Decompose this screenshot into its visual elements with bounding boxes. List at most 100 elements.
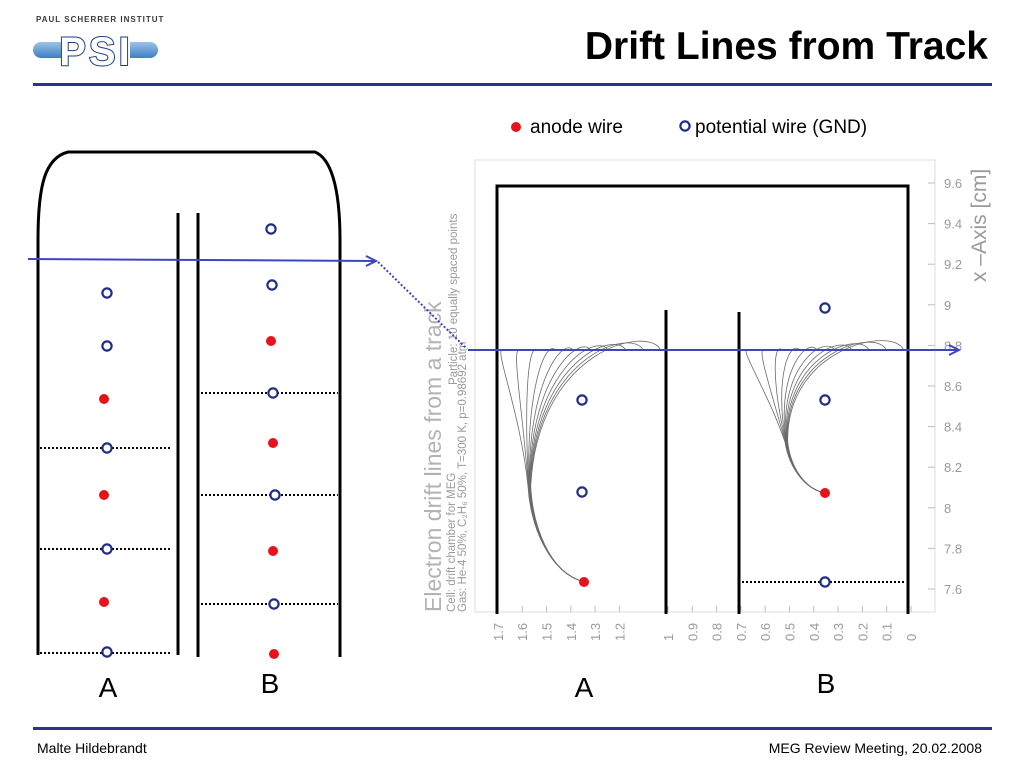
drift-line (529, 342, 644, 583)
y-tick-label: 9.4 (944, 217, 962, 232)
label-b-left: B (261, 668, 280, 699)
drift-line (761, 349, 826, 494)
drift-line (786, 343, 870, 494)
x-tick-label: 0 (904, 634, 919, 641)
logo-institute-name: PAUL SCHERRER INSTITUT (36, 15, 165, 24)
potential-wire-legend-icon (679, 120, 691, 132)
x-tick-label: 0.3 (831, 623, 846, 641)
footer-event: MEG Review Meeting, 20.02.2008 (768, 740, 982, 756)
plot-gas-note: Gas: He-4 50%, C₂H₆ 50%, T=300 K, p=0.98… (457, 342, 469, 612)
potential-wire (101, 442, 113, 454)
anode-wire (99, 394, 109, 404)
x-tick-label: 1.2 (612, 623, 627, 641)
x-tick-label: 1.5 (540, 623, 555, 641)
anode-wire (99, 597, 109, 607)
x-tick-label: 1.4 (564, 623, 579, 641)
x-tick-label: 0.8 (710, 623, 725, 641)
drift-lines-cell-b (745, 340, 905, 494)
y-tick-label: 8.6 (944, 379, 962, 394)
footer-author: Malte Hildebrandt (37, 740, 147, 756)
arrowhead-icon (948, 344, 962, 356)
drift-lines-cell-a (500, 340, 661, 583)
anode-wire (268, 546, 278, 556)
label-b-right: B (817, 668, 836, 699)
logo-letter-field (62, 36, 130, 64)
legend-anode-label: anode wire (530, 117, 623, 138)
anode-wire (820, 488, 830, 498)
drift-line (786, 341, 887, 494)
chamber-outline (36, 150, 342, 657)
drift-line (528, 348, 585, 583)
y-axis-ticks: 9.6 9.4 9.2 9 8.8 8.6 8.4 8.2 8 7.8 7.6 (928, 176, 962, 597)
anode-wire-legend-icon (511, 122, 521, 132)
x-tick-label: 0.6 (758, 623, 773, 641)
x-tick-label: 0.5 (783, 623, 798, 641)
header-rule (33, 83, 992, 86)
potential-wire (266, 279, 278, 291)
drift-line (516, 349, 585, 583)
y-tick-label: 8 (944, 501, 951, 516)
plot-particle-note: Particle: 10 equally spaced points (448, 213, 460, 385)
psi-logo-mark: PSI (59, 30, 132, 74)
drift-line (526, 348, 585, 583)
plot-cell-note: Cell: drift chamber for MEG (446, 473, 458, 612)
x-tick-label: 0.1 (880, 623, 895, 641)
drift-line (787, 340, 905, 494)
potential-wire (267, 387, 279, 399)
x-tick-label: 0.2 (855, 623, 870, 641)
y-tick-label: 9.2 (944, 257, 962, 272)
anode-wire (268, 438, 278, 448)
y-tick-label: 8.8 (944, 338, 962, 353)
potential-wire (819, 302, 831, 314)
potential-wire (101, 646, 113, 658)
potential-wire (576, 394, 588, 406)
potential-wire (576, 486, 588, 498)
drift-line (528, 347, 585, 583)
anode-wire (269, 649, 279, 659)
potential-wire (265, 223, 277, 235)
potential-wire (101, 287, 113, 299)
potential-wire (101, 340, 113, 352)
x-tick-label: 0.4 (807, 623, 822, 641)
x-tick-label: 0.7 (734, 623, 749, 641)
drift-line (529, 345, 609, 583)
plot-chamber-box (495, 184, 910, 614)
potential-wire (819, 394, 831, 406)
psi-logo: PSI (33, 29, 158, 75)
potential-wire (268, 598, 280, 610)
label-a-left: A (99, 672, 118, 703)
legend-potential-label: potential wire (GND) (695, 117, 867, 138)
y-tick-label: 8.4 (944, 420, 962, 435)
cell-schematic: A B (36, 150, 342, 703)
x-tick-label: 1 (661, 634, 676, 641)
anode-wire (99, 490, 109, 500)
label-a-right: A (575, 672, 594, 703)
x-tick-label: 1.7 (491, 623, 506, 641)
anode-wire (266, 336, 276, 346)
potential-wire (269, 489, 281, 501)
drift-line (530, 340, 661, 583)
drift-plot: 9.69.49.298.88.68.48.287.87.6 1.7 1.6 1.5 1… (420, 159, 991, 703)
potential-wire (101, 543, 113, 555)
y-tick-label: 9.6 (944, 176, 962, 191)
track-arrows (27, 255, 962, 356)
y-tick-label: 7.6 (944, 582, 962, 597)
x-axis-ticks: 1.7 1.6 1.5 1.4 1.3 1.2 1 0.9 0.8 0.7 0.6 0.5 0.4 0.3… (491, 606, 919, 641)
arrowhead-icon (365, 255, 379, 267)
x-tick-label: 0.9 (685, 623, 700, 641)
y-tick-label: 9 (944, 298, 951, 313)
y-tick-label: 8.2 (944, 460, 962, 475)
track-arrow-left (27, 258, 376, 262)
anode-wire (579, 577, 589, 587)
page-title: Drift Lines from Track (584, 25, 988, 68)
plot-title: Electron drift lines from a track (420, 301, 446, 612)
y-tick-label: 7.8 (944, 541, 962, 556)
potential-wire (819, 576, 831, 588)
y-axis-title: x –Axis [cm] (968, 169, 991, 282)
track-connector (377, 261, 468, 350)
legend: anode wire potential wire (GND) (511, 117, 867, 138)
x-tick-label: 1.3 (588, 623, 603, 641)
x-tick-label: 1.6 (515, 623, 530, 641)
